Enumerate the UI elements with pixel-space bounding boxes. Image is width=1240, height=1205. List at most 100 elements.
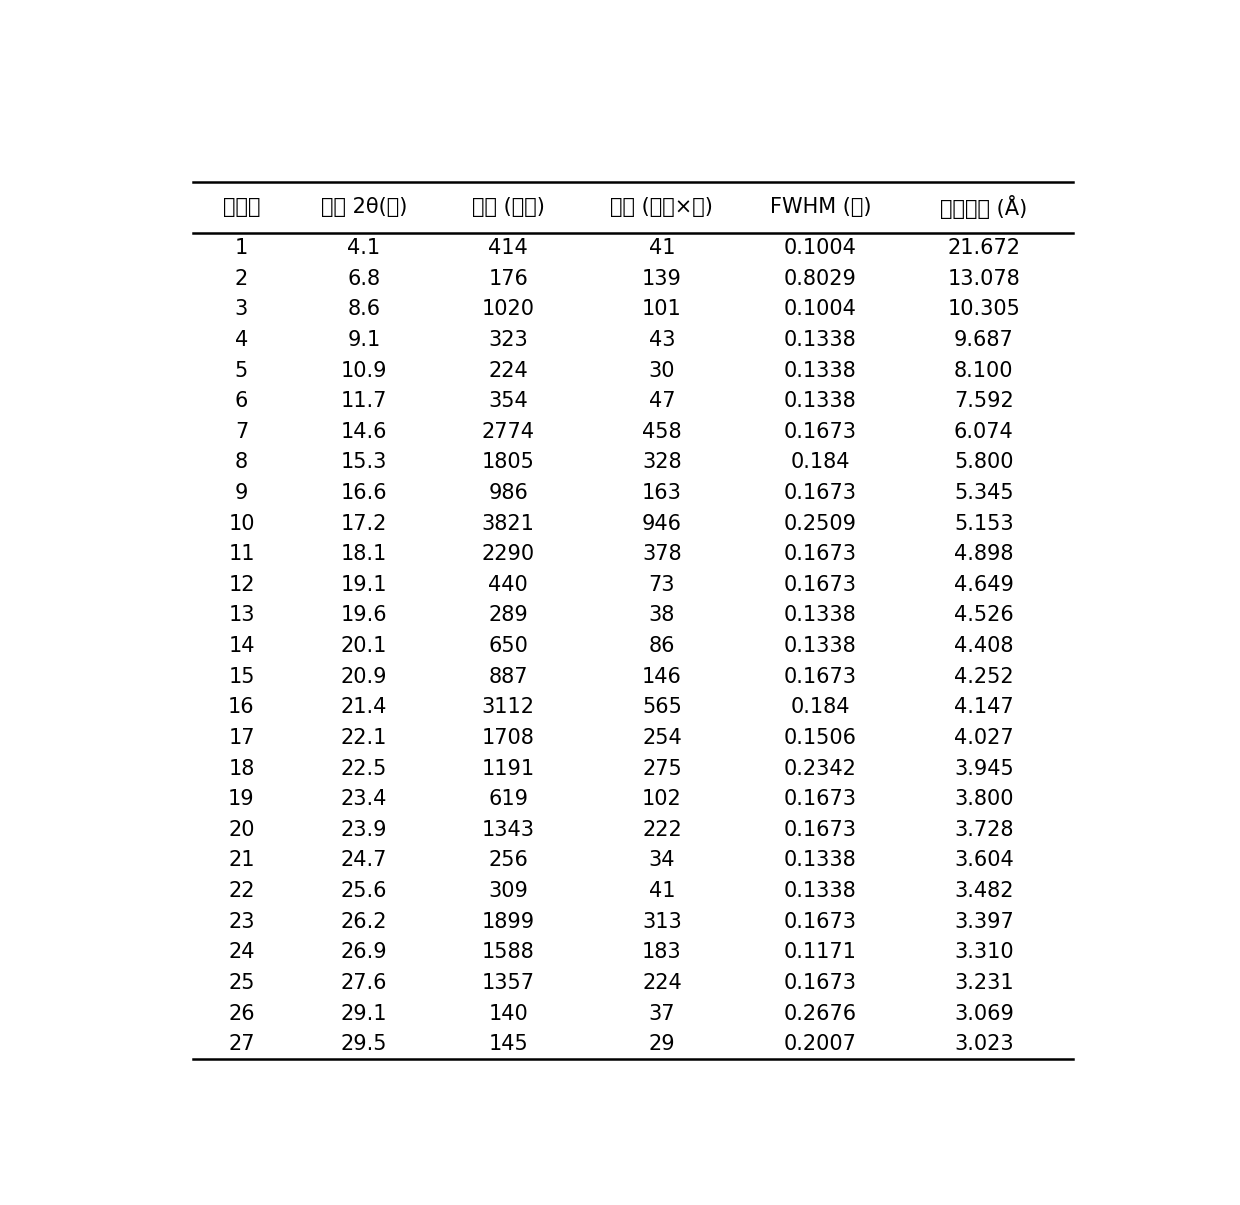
Text: 8.100: 8.100 xyxy=(954,360,1013,381)
Text: 3821: 3821 xyxy=(481,513,534,534)
Text: 23.4: 23.4 xyxy=(341,789,387,810)
Text: 25.6: 25.6 xyxy=(341,881,387,901)
Text: 22: 22 xyxy=(228,881,254,901)
Text: 3112: 3112 xyxy=(481,698,534,717)
Text: 3.800: 3.800 xyxy=(954,789,1013,810)
Text: 5.800: 5.800 xyxy=(954,452,1013,472)
Text: 21.672: 21.672 xyxy=(947,239,1021,258)
Text: 3.069: 3.069 xyxy=(954,1004,1014,1023)
Text: 19.1: 19.1 xyxy=(341,575,387,595)
Text: 0.1338: 0.1338 xyxy=(784,881,857,901)
Text: 254: 254 xyxy=(642,728,682,748)
Text: 176: 176 xyxy=(489,269,528,289)
Text: 163: 163 xyxy=(642,483,682,502)
Text: 0.1673: 0.1673 xyxy=(784,545,857,564)
Text: 1191: 1191 xyxy=(481,759,534,778)
Text: 4.1: 4.1 xyxy=(347,239,381,258)
Text: 20: 20 xyxy=(228,819,254,840)
Text: 565: 565 xyxy=(642,698,682,717)
Text: 射线号: 射线号 xyxy=(223,198,260,217)
Text: 13: 13 xyxy=(228,605,254,625)
Text: 10: 10 xyxy=(228,513,254,534)
Text: 2: 2 xyxy=(234,269,248,289)
Text: 4.147: 4.147 xyxy=(954,698,1013,717)
Text: 458: 458 xyxy=(642,422,682,442)
Text: 619: 619 xyxy=(489,789,528,810)
Text: 19: 19 xyxy=(228,789,254,810)
Text: 18.1: 18.1 xyxy=(341,545,387,564)
Text: 0.1673: 0.1673 xyxy=(784,789,857,810)
Text: 0.1004: 0.1004 xyxy=(784,239,857,258)
Text: 12: 12 xyxy=(228,575,254,595)
Text: 1899: 1899 xyxy=(481,912,534,931)
Text: 101: 101 xyxy=(642,299,682,319)
Text: 0.2342: 0.2342 xyxy=(784,759,857,778)
Text: 23.9: 23.9 xyxy=(341,819,387,840)
Text: 16.6: 16.6 xyxy=(341,483,387,502)
Text: 309: 309 xyxy=(489,881,528,901)
Text: 0.1673: 0.1673 xyxy=(784,483,857,502)
Text: 3.945: 3.945 xyxy=(954,759,1014,778)
Text: 1708: 1708 xyxy=(481,728,534,748)
Text: 21.4: 21.4 xyxy=(341,698,387,717)
Text: 2290: 2290 xyxy=(481,545,534,564)
Text: 183: 183 xyxy=(642,942,682,963)
Text: 高度 (计数): 高度 (计数) xyxy=(471,198,544,217)
Text: 256: 256 xyxy=(489,851,528,870)
Text: 146: 146 xyxy=(642,666,682,687)
Text: 5.345: 5.345 xyxy=(954,483,1013,502)
Text: 0.1506: 0.1506 xyxy=(784,728,857,748)
Text: 37: 37 xyxy=(649,1004,675,1023)
Text: 4.252: 4.252 xyxy=(954,666,1013,687)
Text: 1020: 1020 xyxy=(481,299,534,319)
Text: 角度 2θ(度): 角度 2θ(度) xyxy=(321,198,407,217)
Text: 20.9: 20.9 xyxy=(341,666,387,687)
Text: 10.9: 10.9 xyxy=(341,360,387,381)
Text: 2774: 2774 xyxy=(481,422,534,442)
Text: 25: 25 xyxy=(228,972,254,993)
Text: 18: 18 xyxy=(228,759,254,778)
Text: 986: 986 xyxy=(489,483,528,502)
Text: 3.023: 3.023 xyxy=(954,1034,1013,1054)
Text: 0.1338: 0.1338 xyxy=(784,636,857,656)
Text: 3.482: 3.482 xyxy=(954,881,1013,901)
Text: 6.8: 6.8 xyxy=(347,269,381,289)
Text: 378: 378 xyxy=(642,545,682,564)
Text: 0.1338: 0.1338 xyxy=(784,392,857,411)
Text: 0.1004: 0.1004 xyxy=(784,299,857,319)
Text: 3: 3 xyxy=(234,299,248,319)
Text: 3.310: 3.310 xyxy=(954,942,1013,963)
Text: 11: 11 xyxy=(228,545,254,564)
Text: 86: 86 xyxy=(649,636,675,656)
Text: 30: 30 xyxy=(649,360,675,381)
Text: 1588: 1588 xyxy=(482,942,534,963)
Text: 3.728: 3.728 xyxy=(954,819,1013,840)
Text: 9: 9 xyxy=(234,483,248,502)
Text: 4.898: 4.898 xyxy=(954,545,1013,564)
Text: 22.5: 22.5 xyxy=(341,759,387,778)
Text: 43: 43 xyxy=(649,330,675,349)
Text: 0.1673: 0.1673 xyxy=(784,912,857,931)
Text: 5.153: 5.153 xyxy=(954,513,1013,534)
Text: 14: 14 xyxy=(228,636,254,656)
Text: 414: 414 xyxy=(489,239,528,258)
Text: 38: 38 xyxy=(649,605,675,625)
Text: 0.1673: 0.1673 xyxy=(784,666,857,687)
Text: 5: 5 xyxy=(234,360,248,381)
Text: 139: 139 xyxy=(642,269,682,289)
Text: 19.6: 19.6 xyxy=(341,605,387,625)
Text: 26.9: 26.9 xyxy=(341,942,387,963)
Text: 1: 1 xyxy=(234,239,248,258)
Text: 0.1338: 0.1338 xyxy=(784,605,857,625)
Text: 4.027: 4.027 xyxy=(954,728,1013,748)
Text: 27.6: 27.6 xyxy=(341,972,387,993)
Text: 29.1: 29.1 xyxy=(341,1004,387,1023)
Text: 9.1: 9.1 xyxy=(347,330,381,349)
Text: 10.305: 10.305 xyxy=(947,299,1021,319)
Text: 0.1338: 0.1338 xyxy=(784,360,857,381)
Text: 21: 21 xyxy=(228,851,254,870)
Text: 41: 41 xyxy=(649,881,675,901)
Text: 73: 73 xyxy=(649,575,675,595)
Text: FWHM (度): FWHM (度) xyxy=(770,198,872,217)
Text: 29: 29 xyxy=(649,1034,676,1054)
